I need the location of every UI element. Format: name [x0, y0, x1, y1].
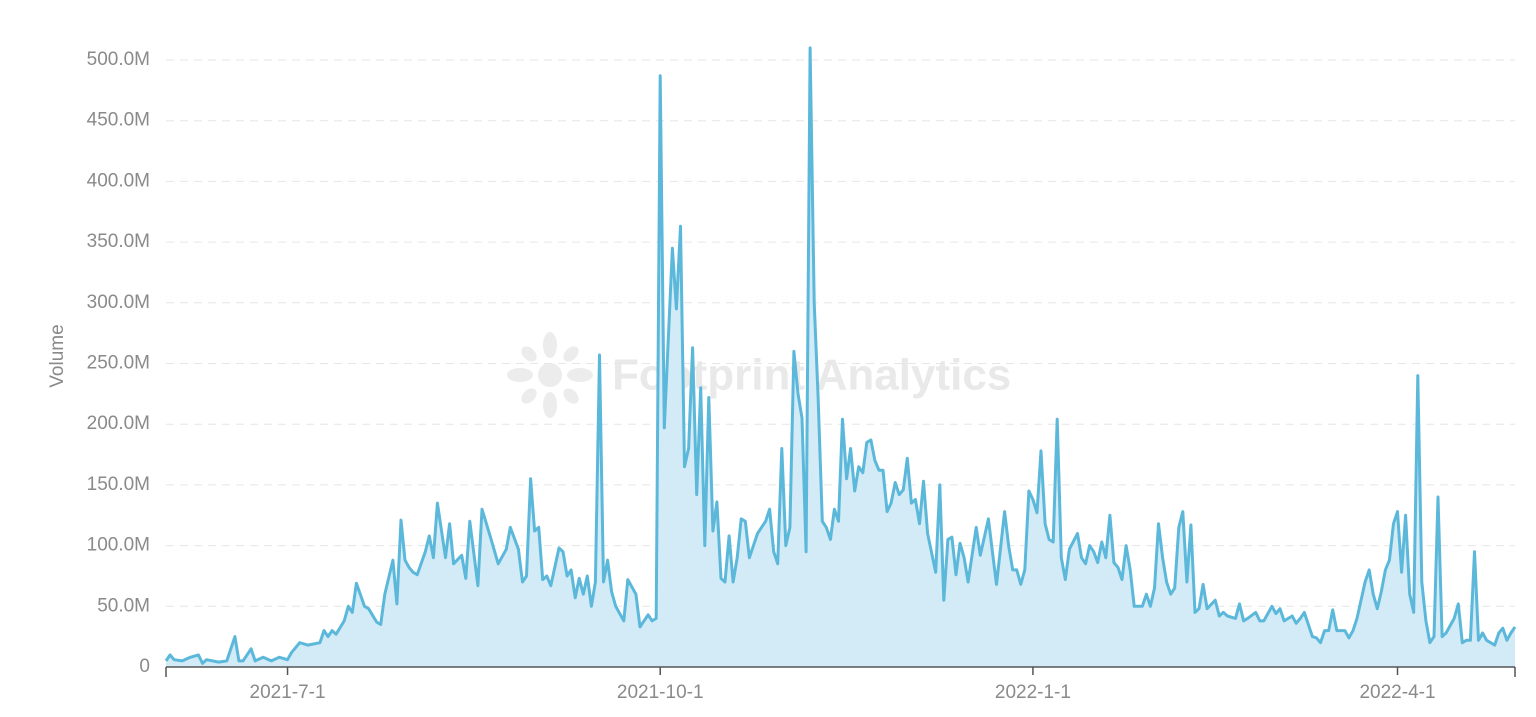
y-tick-label: 0 — [139, 656, 150, 677]
y-tick-label: 400.0M — [87, 170, 150, 191]
area — [166, 47, 1515, 667]
watermark-logo — [507, 332, 593, 418]
y-axis-label: Volume — [47, 324, 68, 387]
line — [164, 46, 1517, 665]
x-tick-label: 2021-7-1 — [250, 682, 326, 703]
y-tick-label: 150.0M — [87, 474, 150, 495]
y-tick-label: 500.0M — [87, 49, 150, 70]
y-tick-label: 100.0M — [87, 535, 150, 556]
y-tick-label: 300.0M — [87, 292, 150, 313]
x-tick-label: 2021-10-1 — [617, 682, 704, 703]
y-tick-label: 50.0M — [97, 595, 150, 616]
y-tick-label: 200.0M — [87, 413, 150, 434]
x-tick-label: 2022-1-1 — [995, 682, 1071, 703]
y-tick-label: 250.0M — [87, 353, 150, 374]
x-tick-label: 2022-4-1 — [1359, 682, 1435, 703]
y-tick-label: 350.0M — [87, 231, 150, 252]
y-tick-label: 450.0M — [87, 110, 150, 131]
